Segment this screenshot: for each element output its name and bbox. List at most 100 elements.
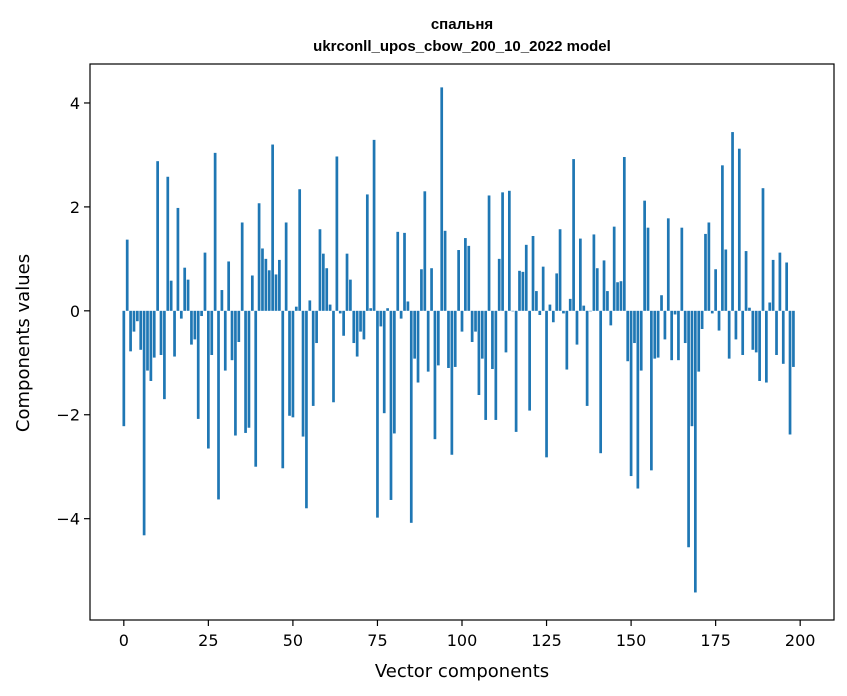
bar [714, 269, 717, 311]
bar [650, 310, 653, 471]
bar [683, 310, 687, 344]
bar [149, 310, 153, 381]
bar [210, 310, 214, 355]
x-tick-label: 175 [700, 631, 731, 650]
bar [639, 310, 643, 371]
bar [382, 310, 386, 414]
bar [758, 310, 761, 381]
bar [748, 307, 751, 311]
bar [447, 310, 450, 368]
bar [220, 290, 224, 311]
bar [721, 165, 724, 311]
bar [754, 310, 758, 353]
bar [139, 310, 143, 350]
bar [288, 310, 291, 416]
bar [230, 310, 234, 361]
plot-frame [89, 63, 835, 621]
bar [673, 310, 677, 315]
bar [775, 310, 778, 355]
bar [653, 310, 657, 359]
bar [524, 244, 528, 311]
bar [250, 275, 254, 311]
bar [254, 310, 258, 467]
bar [619, 281, 623, 311]
bar [129, 310, 132, 352]
x-axis-ticks: 0 25 50 75 100 125 150 175 200 [119, 620, 815, 650]
bar [318, 229, 322, 311]
bar [751, 310, 755, 350]
bar [497, 258, 501, 311]
bar [693, 310, 697, 593]
bar [595, 268, 599, 311]
bar [602, 260, 606, 311]
bar [264, 258, 268, 311]
bar [660, 295, 663, 311]
bar [470, 310, 474, 342]
bar [372, 139, 376, 311]
bar [717, 310, 721, 331]
x-tick-label: 125 [531, 631, 562, 650]
bar [575, 310, 579, 345]
bar [261, 248, 264, 311]
bar [487, 195, 491, 311]
bar [700, 310, 704, 330]
y-tick-label: 2 [70, 198, 80, 217]
bar [359, 310, 362, 332]
bar [545, 310, 548, 458]
bar [240, 222, 244, 311]
bar [399, 310, 403, 319]
bar [271, 144, 274, 311]
bar [670, 310, 674, 361]
bar [430, 268, 433, 311]
x-tick-label: 150 [616, 631, 647, 650]
y-tick-label: 4 [70, 94, 80, 113]
bar [315, 310, 318, 344]
bar [125, 239, 129, 311]
bar [193, 310, 197, 340]
bar [196, 310, 200, 419]
bar [234, 310, 237, 436]
bar [521, 271, 525, 311]
bar [616, 282, 619, 311]
bar [294, 306, 298, 311]
bar [646, 227, 650, 311]
bar [284, 222, 288, 311]
bar [477, 310, 481, 395]
bar [666, 218, 670, 311]
chart-title: спальня [431, 16, 493, 33]
bar [568, 298, 572, 311]
bar [792, 310, 795, 367]
bar [132, 310, 136, 332]
bar [278, 259, 281, 311]
bar [741, 310, 745, 355]
bar [562, 310, 565, 314]
bar [622, 157, 626, 311]
bar [403, 232, 406, 311]
y-tick-label: −2 [56, 406, 80, 425]
bar [555, 273, 559, 311]
bar [217, 310, 220, 500]
bar [626, 310, 630, 362]
bar [592, 234, 596, 311]
bar [325, 268, 329, 311]
bar [345, 253, 349, 311]
y-axis-label: Components values [13, 254, 34, 432]
bar [585, 310, 589, 406]
chart-subtitle: ukrconll_upos_cbow_200_10_2022 model [313, 38, 611, 55]
bar [328, 304, 332, 311]
bar [308, 300, 312, 311]
bar [176, 207, 180, 311]
bar [551, 310, 555, 323]
bar [538, 310, 542, 315]
bar [426, 310, 430, 372]
bar [169, 280, 173, 311]
bar [156, 161, 159, 311]
bar [663, 310, 667, 340]
bar [785, 262, 789, 311]
bar [531, 236, 535, 311]
x-tick-label: 75 [367, 631, 387, 650]
bar [227, 261, 231, 311]
bar [457, 250, 460, 311]
bar [135, 310, 139, 322]
